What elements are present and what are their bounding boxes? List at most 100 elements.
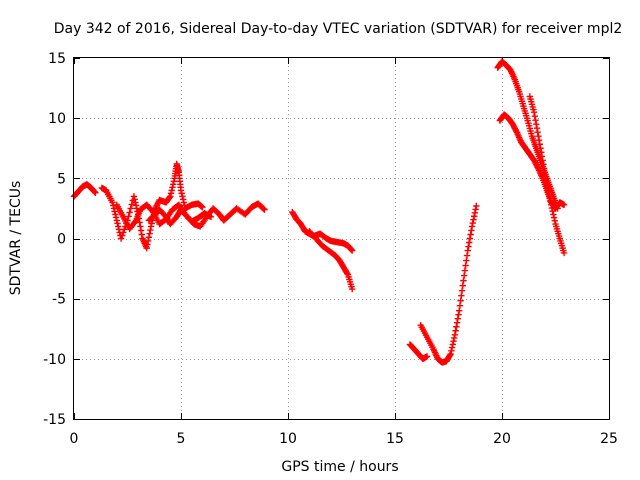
series-arc-11 <box>526 93 568 257</box>
data-point <box>454 315 461 322</box>
data-point <box>460 272 468 279</box>
data-point <box>112 211 119 218</box>
chart-title: Day 342 of 2016, Sidereal Day-to-day VTE… <box>54 21 623 37</box>
data-point <box>177 187 185 194</box>
data-point <box>143 244 150 252</box>
data-point <box>146 230 153 237</box>
data-point <box>169 181 177 188</box>
data-point <box>137 223 144 230</box>
data-point <box>535 133 542 140</box>
series-arc-4 <box>113 201 215 233</box>
data-point <box>180 199 188 206</box>
grid-lines <box>74 58 609 419</box>
series-arc-6 <box>306 228 356 293</box>
data-point <box>144 237 152 245</box>
data-point <box>541 169 548 176</box>
data-point <box>537 145 544 152</box>
y-tick-labels: -15 -10 -5 0 5 10 15 <box>43 51 66 428</box>
data-point <box>113 217 120 224</box>
x-tick-label: 15 <box>386 431 404 447</box>
data-point <box>451 334 458 342</box>
data-point <box>560 201 568 209</box>
data-point <box>462 262 469 269</box>
data-point <box>548 204 556 212</box>
data-point <box>130 193 138 200</box>
data-point <box>463 252 471 259</box>
data-point <box>547 198 554 205</box>
data-point <box>144 241 151 248</box>
data-point <box>147 223 155 230</box>
data-point <box>446 352 454 359</box>
data-point <box>117 235 125 242</box>
data-point <box>167 193 174 200</box>
data-point <box>179 193 186 200</box>
y-tick-label: -5 <box>52 292 66 308</box>
data-point <box>533 124 541 132</box>
data-point <box>114 220 121 227</box>
data-point <box>178 190 185 197</box>
data-point <box>469 219 476 227</box>
data-point <box>132 199 139 206</box>
data-point <box>127 205 134 212</box>
data-point <box>513 128 520 135</box>
data-point <box>550 214 558 221</box>
data-point <box>534 129 541 136</box>
y-tick-label: 10 <box>48 111 66 127</box>
data-point <box>452 327 459 334</box>
data-point <box>540 161 547 168</box>
data-point <box>550 211 557 218</box>
data-point <box>91 188 98 196</box>
data-point <box>137 227 145 234</box>
data-point <box>450 337 457 345</box>
data-point <box>111 208 118 215</box>
data-point <box>459 282 466 289</box>
data-point <box>148 207 156 215</box>
data-point <box>468 223 476 230</box>
data-point <box>464 247 471 254</box>
data-point <box>449 341 456 348</box>
data-point <box>472 206 479 213</box>
y-tick-label: 15 <box>48 51 66 67</box>
data-point <box>461 267 469 274</box>
data-point <box>458 292 465 299</box>
data-series <box>70 58 568 366</box>
data-point <box>131 196 138 203</box>
data-point <box>455 311 462 318</box>
y-tick-label: -10 <box>43 352 66 368</box>
data-point <box>457 297 464 304</box>
data-point <box>545 187 552 195</box>
data-point <box>126 209 133 216</box>
plot-frame <box>73 57 610 420</box>
x-axis-label: GPS time / hours <box>281 459 398 475</box>
data-point <box>349 285 356 293</box>
data-point <box>465 239 473 246</box>
data-point <box>543 177 550 184</box>
data-point <box>543 181 551 188</box>
data-point <box>261 206 268 213</box>
data-point <box>138 231 145 238</box>
data-point <box>468 227 475 234</box>
data-point <box>447 350 454 358</box>
data-point <box>199 204 206 211</box>
data-point <box>539 157 546 164</box>
data-point <box>530 108 538 116</box>
data-point <box>448 344 456 351</box>
data-point <box>132 202 140 209</box>
x-tick-label: 5 <box>177 431 186 447</box>
data-point <box>538 153 546 160</box>
data-point <box>467 231 474 238</box>
y-tick-label: 0 <box>57 232 66 248</box>
data-point <box>542 173 549 180</box>
axis-ticks <box>74 58 610 420</box>
data-point <box>463 257 470 264</box>
data-point <box>167 190 175 197</box>
data-point <box>466 235 474 242</box>
data-point <box>179 196 187 203</box>
data-point <box>560 249 568 257</box>
data-point <box>473 202 480 210</box>
data-point <box>207 213 215 221</box>
data-point <box>545 191 553 198</box>
data-point <box>536 141 544 148</box>
y-tick-label: -15 <box>43 412 66 428</box>
